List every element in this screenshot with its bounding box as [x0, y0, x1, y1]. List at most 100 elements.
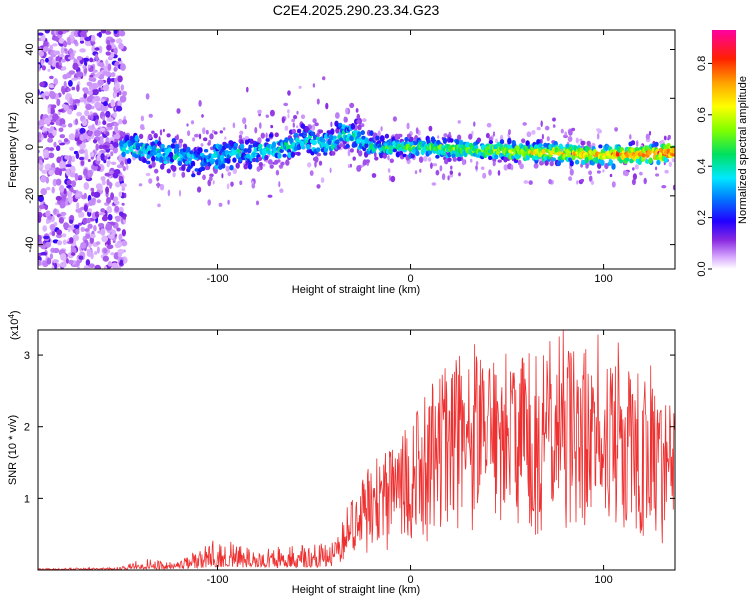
halo-speckle — [230, 181, 234, 187]
noise-speckle — [113, 122, 119, 127]
noise-speckle — [105, 59, 109, 67]
noise-speckle — [102, 71, 109, 75]
halo-speckle — [335, 112, 340, 119]
noise-speckle — [71, 155, 75, 161]
noise-speckle — [118, 30, 126, 37]
halo-speckle — [148, 178, 153, 184]
ridge-cell — [258, 143, 263, 149]
noise-speckle — [86, 96, 93, 103]
ridge-cell — [151, 161, 156, 168]
noise-speckle — [56, 98, 61, 107]
halo-speckle — [159, 129, 163, 136]
ridge-cell — [151, 155, 156, 162]
halo-speckle — [267, 194, 273, 198]
noise-speckle — [107, 63, 112, 71]
ridge-cell — [389, 158, 394, 164]
noise-speckle — [58, 54, 65, 58]
halo-speckle — [232, 122, 236, 129]
ridge-cell — [556, 160, 561, 167]
halo-speckle — [449, 173, 454, 178]
halo-speckle — [443, 133, 448, 138]
halo-speckle — [122, 119, 128, 125]
halo-speckle — [387, 168, 391, 173]
ridge-cell — [186, 146, 191, 153]
noise-speckle — [76, 202, 80, 210]
halo-speckle — [526, 131, 532, 138]
noise-speckle — [114, 215, 122, 220]
ridge-cell — [204, 165, 210, 171]
ridge-cell — [304, 125, 309, 133]
halo-speckle — [186, 123, 189, 127]
noise-speckle — [52, 129, 57, 137]
ridge-cell — [332, 135, 337, 140]
noise-speckle — [110, 99, 115, 108]
ridge-cell — [310, 131, 315, 136]
noise-speckle — [49, 84, 54, 88]
halo-speckle — [222, 127, 226, 131]
halo-speckle — [457, 120, 461, 124]
noise-speckle — [120, 183, 127, 188]
ridge-cell — [277, 152, 282, 159]
noise-speckle — [46, 186, 51, 191]
noise-speckle — [60, 201, 66, 209]
noise-speckle — [51, 36, 59, 41]
ridge-cell — [203, 137, 208, 142]
noise-speckle — [44, 30, 51, 34]
noise-speckle — [99, 74, 105, 78]
halo-speckle — [571, 127, 576, 132]
noise-speckle — [90, 233, 96, 239]
halo-speckle — [218, 202, 223, 207]
noise-speckle — [59, 118, 66, 126]
noise-speckle — [114, 125, 119, 133]
noise-speckle — [82, 64, 86, 70]
noise-speckle — [49, 107, 55, 115]
halo-speckle — [519, 163, 524, 170]
halo-speckle — [296, 125, 299, 129]
noise-speckle — [47, 107, 51, 115]
noise-speckle — [106, 178, 110, 186]
ridge-cell — [494, 154, 499, 160]
noise-speckle — [58, 217, 64, 224]
halo-speckle — [461, 159, 466, 166]
noise-speckle — [51, 230, 56, 237]
halo-speckle — [540, 120, 543, 127]
halo-speckle — [157, 203, 161, 208]
ridge-cell — [160, 163, 165, 170]
ridge-cell — [183, 143, 188, 150]
noise-speckle — [55, 61, 60, 69]
noise-speckle — [52, 259, 59, 264]
noise-speckle — [85, 259, 91, 267]
noise-speckle — [99, 127, 106, 132]
noise-speckle — [109, 181, 112, 189]
noise-speckle — [104, 155, 108, 161]
x-tick-label: 100 — [594, 273, 612, 285]
ridge-cell — [314, 156, 319, 163]
noise-speckle — [84, 153, 89, 161]
noise-speckle — [47, 215, 53, 220]
noise-speckle — [40, 251, 47, 256]
ridge-cell — [121, 147, 127, 152]
halo-speckle — [280, 161, 285, 166]
halo-speckle — [278, 181, 281, 188]
halo-speckle — [533, 162, 539, 169]
noise-speckle — [60, 211, 67, 216]
halo-speckle — [631, 178, 636, 186]
halo-speckle — [349, 163, 352, 168]
x-tick-label: 0 — [407, 273, 413, 285]
ridge-cell — [247, 147, 252, 154]
halo-speckle — [296, 110, 299, 115]
halo-speckle — [585, 164, 589, 169]
halo-speckle — [609, 173, 613, 178]
halo-speckle — [655, 173, 660, 177]
halo-speckle — [209, 173, 214, 178]
ridge-cell — [375, 135, 380, 141]
noise-speckle — [78, 156, 85, 161]
noise-speckle — [100, 98, 105, 103]
noise-speckle — [63, 40, 68, 48]
halo-speckle — [352, 156, 356, 161]
noise-speckle — [47, 68, 51, 73]
halo-speckle — [415, 127, 419, 135]
noise-speckle — [100, 208, 106, 213]
noise-speckle — [117, 57, 122, 62]
noise-speckle — [101, 179, 106, 186]
